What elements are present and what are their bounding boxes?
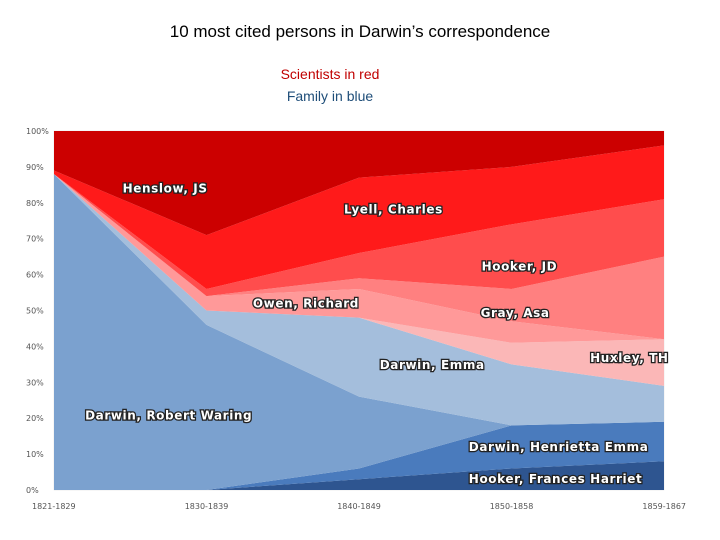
y-tick-label: 50% <box>26 307 44 316</box>
y-tick-label: 100% <box>26 127 49 136</box>
area-darwin-henrietta-emma <box>54 421 664 490</box>
series-labels: Hooker, Frances Harriet Darwin, Henrietta… <box>84 180 669 488</box>
series-label-lyell-charles: Lyell, Charles <box>344 202 443 216</box>
series-label-hooker-jd: Hooker, JD <box>482 259 558 273</box>
x-tick-label: 1850-1858 <box>490 502 534 511</box>
y-tick-label: 40% <box>26 342 44 351</box>
area-lyell-charles <box>54 145 664 289</box>
y-tick-label: 0% <box>26 486 39 495</box>
series-label-hooker-frances-harriet: Hooker, Frances Harriet <box>469 472 643 486</box>
series-label-darwin-emma: Darwin, Emma <box>380 358 485 372</box>
y-axis-ticks: 0% 10% 20% 30% 40% 50% 60% 70% 80% 90% 100% <box>26 127 49 495</box>
x-axis-ticks: 1821-1829 1830-1839 1840-1849 1850-1858 1859… <box>32 502 686 511</box>
y-tick-label: 60% <box>26 271 44 280</box>
area-gray-asa <box>54 174 664 340</box>
y-tick-label: 30% <box>26 378 44 387</box>
x-tick-label: 1859-1867 <box>642 502 686 511</box>
x-tick-label: 1821-1829 <box>32 502 76 511</box>
y-tick-label: 70% <box>26 235 44 244</box>
y-tick-label: 90% <box>26 163 44 172</box>
area-darwin-emma <box>54 174 664 426</box>
area-owen-richard <box>54 174 664 343</box>
area-huxley-th <box>54 174 664 386</box>
y-tick-label: 80% <box>26 199 44 208</box>
area-darwin-robert-waring <box>54 174 664 490</box>
series-label-gray-asa: Gray, Asa <box>481 306 550 320</box>
area-henslow-js <box>54 131 664 236</box>
series-label-henslow-js: Henslow, JS <box>123 181 208 195</box>
series-label-darwin-robert-waring: Darwin, Robert Waring <box>85 409 252 423</box>
y-tick-label: 10% <box>26 450 44 459</box>
subtitle-family: Family in blue <box>286 88 374 104</box>
x-tick-label: 1830-1839 <box>185 502 229 511</box>
area-layers <box>54 131 664 490</box>
page-title: 10 most cited persons in Darwin’s corres… <box>169 22 551 41</box>
series-label-darwin-henrietta-emma: Darwin, Henrietta Emma <box>469 440 649 454</box>
area-hooker-jd <box>54 174 664 297</box>
y-tick-label: 20% <box>26 414 44 423</box>
subtitle-scientists: Scientists in red <box>280 66 380 82</box>
x-tick-label: 1840-1849 <box>337 502 381 511</box>
series-label-huxley-th: Huxley, TH <box>590 351 668 365</box>
series-label-owen-richard: Owen, Richard <box>253 296 359 310</box>
